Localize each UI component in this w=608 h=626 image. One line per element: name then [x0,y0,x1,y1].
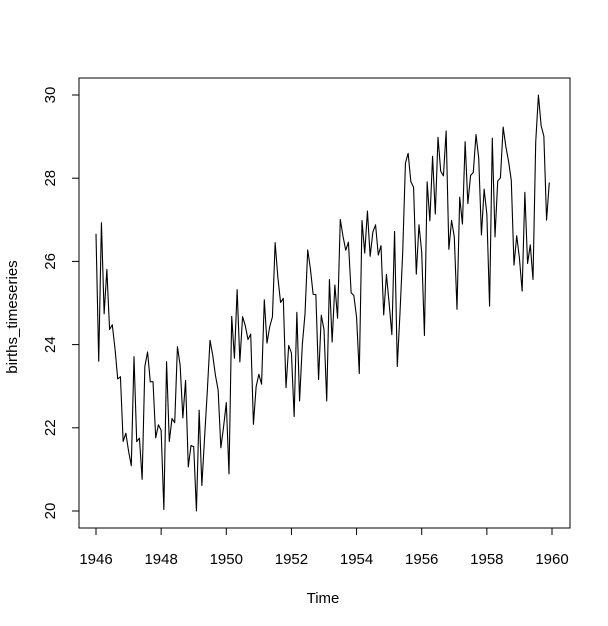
x-tick-label: 1956 [405,551,438,568]
x-tick-label: 1960 [535,551,568,568]
y-tick-label: 26 [42,253,59,270]
y-tick-label: 28 [42,170,59,187]
x-tick-label: 1958 [470,551,503,568]
x-axis: 1946 1948 1950 1952 1954 1956 1958 1960 [79,527,569,568]
y-axis: 20 22 24 26 28 30 [42,87,80,520]
y-tick-label: 22 [42,419,59,436]
series-line-0 [95,94,550,512]
x-tick-label: 1950 [210,551,243,568]
y-tick-label: 30 [42,87,59,104]
y-axis-label: births_timeseries [4,260,21,373]
x-axis-label: Time [307,590,340,607]
x-tick-label: 1946 [79,551,112,568]
y-tick-label: 20 [42,503,59,520]
x-tick-label: 1952 [275,551,308,568]
x-tick-label: 1954 [340,551,373,568]
y-tick-label: 24 [42,336,59,353]
series-layer [95,94,550,512]
x-tick-label: 1948 [144,551,177,568]
